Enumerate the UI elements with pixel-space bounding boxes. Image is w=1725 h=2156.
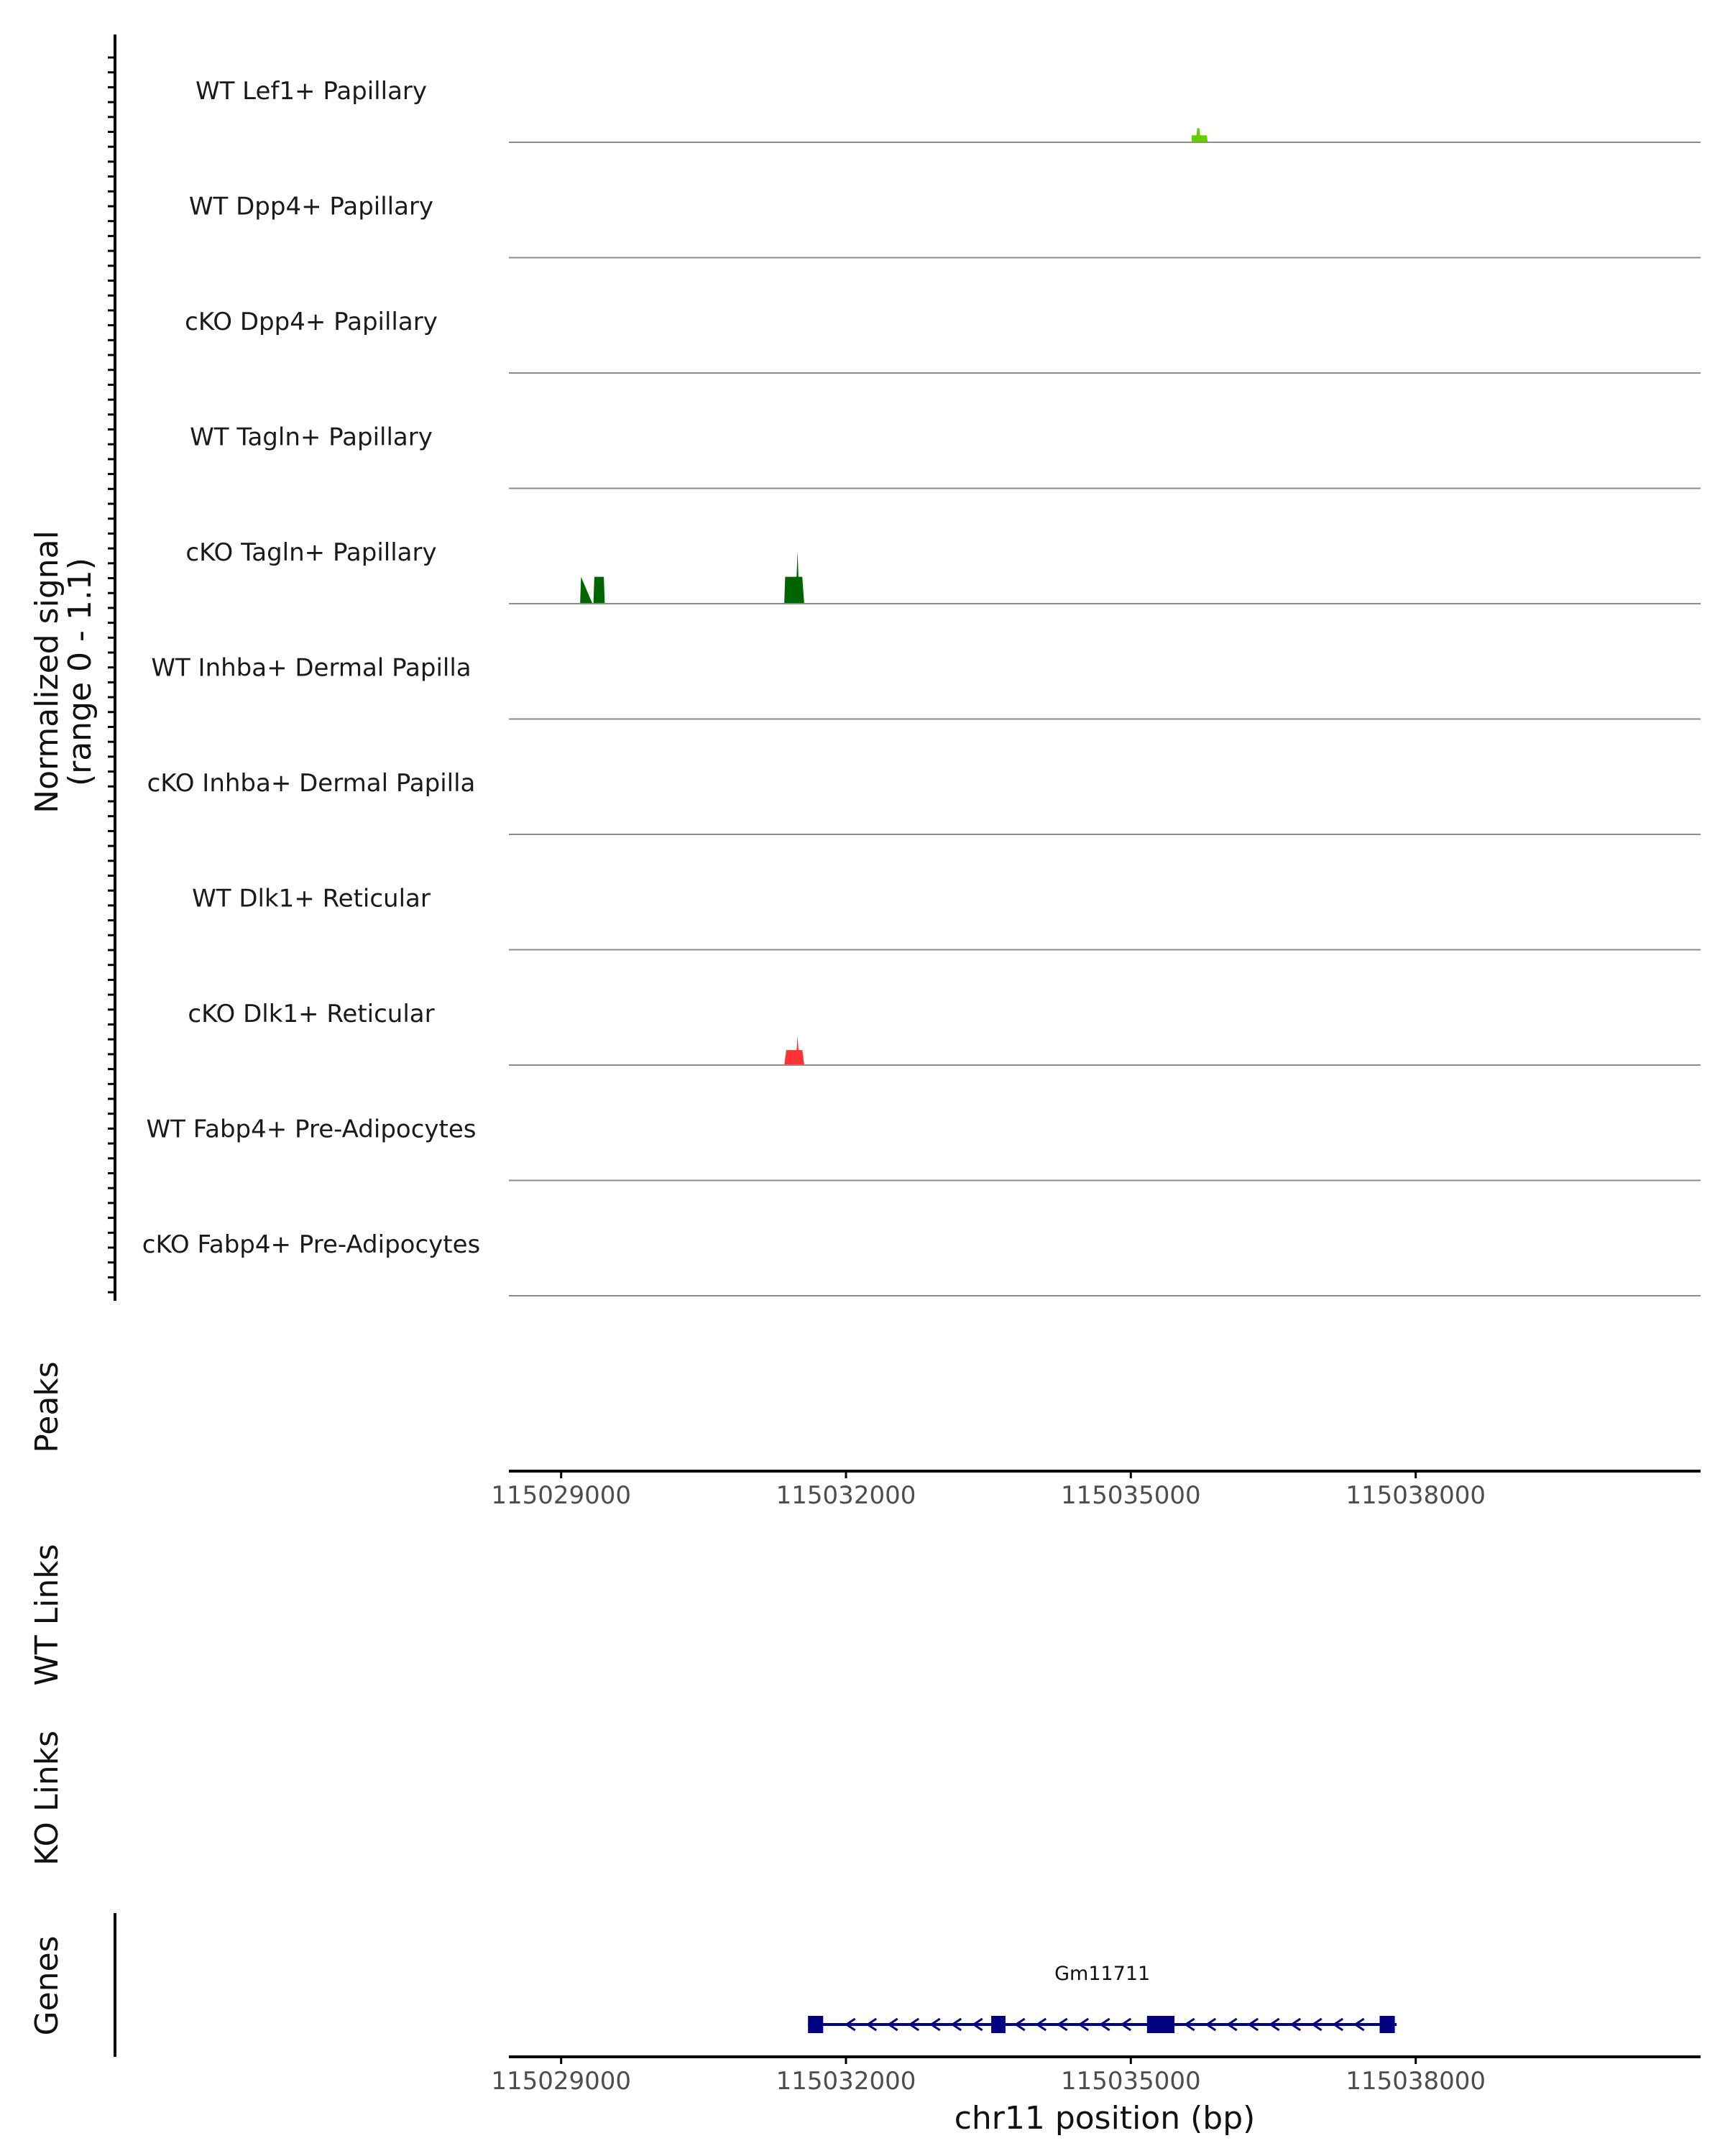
peaks-x-tick-label: 115032000 bbox=[776, 1481, 916, 1510]
coverage-track: cKO Inhba+ Dermal Papilla bbox=[147, 769, 1701, 835]
track-label: cKO Tagln+ Papillary bbox=[185, 538, 436, 567]
genes-panel: Genes Gm11711 115029000 115032000 11503500… bbox=[29, 1913, 1701, 2137]
track-label: cKO Inhba+ Dermal Papilla bbox=[147, 769, 476, 798]
strand-arrow bbox=[1035, 2017, 1047, 2032]
track-label: WT Dlk1+ Reticular bbox=[192, 885, 431, 913]
gene-track: Gm11711 bbox=[808, 1963, 1397, 2033]
strand-arrow bbox=[865, 2017, 878, 2032]
coverage-signal bbox=[1191, 128, 1208, 142]
strand-arrow bbox=[1247, 2017, 1259, 2032]
track-label: WT Lef1+ Papillary bbox=[196, 77, 427, 106]
strand-arrow bbox=[844, 2017, 856, 2032]
strand-arrow bbox=[1205, 2017, 1217, 2032]
gene-name-label: Gm11711 bbox=[1054, 1963, 1150, 1985]
coverage-track: WT Fabp4+ Pre-Adipocytes bbox=[147, 1115, 1701, 1181]
strand-arrow bbox=[1289, 2017, 1302, 2032]
genes-panel-title: Genes bbox=[29, 1935, 65, 2035]
gene-exon bbox=[1146, 2016, 1175, 2033]
coverage-signal bbox=[784, 1035, 804, 1065]
strand-arrow bbox=[929, 2017, 941, 2032]
coverage-track: cKO Dlk1+ Reticular bbox=[188, 1000, 1701, 1066]
track-label: cKO Dlk1+ Reticular bbox=[188, 1000, 434, 1028]
coverage-signal bbox=[578, 550, 804, 604]
genes-x-ticks: 115029000 115032000 115035000 115038000 bbox=[491, 2057, 1486, 2096]
coverage-track: WT Dlk1+ Reticular bbox=[192, 885, 1701, 951]
gene-exon bbox=[1379, 2016, 1395, 2033]
x-axis-title: chr11 position (bp) bbox=[954, 2100, 1256, 2137]
coverage-tracks: WT Lef1+ Papillary WT Dpp4+ Papillary cKO … bbox=[142, 77, 1701, 1296]
coverage-track: WT Tagln+ Papillary bbox=[190, 423, 1701, 489]
coverage-track: cKO Dpp4+ Papillary bbox=[185, 308, 1701, 374]
ko-links-panel-title: KO Links bbox=[29, 1731, 65, 1866]
strand-arrow bbox=[908, 2017, 920, 2032]
coverage-y-axis-range: (range 0 - 1.1) bbox=[62, 558, 98, 786]
peaks-x-tick-label: 115038000 bbox=[1346, 1481, 1486, 1510]
strand-arrow bbox=[1353, 2017, 1365, 2032]
strand-arrow bbox=[1225, 2017, 1238, 2032]
peaks-x-tick-label: 115029000 bbox=[491, 1481, 631, 1510]
peaks-x-tick-label: 115035000 bbox=[1061, 1481, 1201, 1510]
coverage-y-ticks bbox=[108, 56, 115, 1294]
genes-x-tick-label: 115035000 bbox=[1061, 2067, 1201, 2096]
strand-arrow bbox=[886, 2017, 898, 2032]
strand-arrow bbox=[1077, 2017, 1090, 2032]
strand-arrow bbox=[971, 2017, 983, 2032]
track-label: WT Dpp4+ Papillary bbox=[189, 193, 433, 221]
strand-arrow bbox=[1120, 2017, 1132, 2032]
track-label: WT Fabp4+ Pre-Adipocytes bbox=[147, 1115, 477, 1144]
coverage-track: cKO Fabp4+ Pre-Adipocytes bbox=[142, 1230, 1701, 1296]
coverage-track: WT Dpp4+ Papillary bbox=[189, 193, 1701, 259]
track-label: cKO Dpp4+ Papillary bbox=[185, 308, 438, 336]
peaks-panel: Peaks 115029000 115032000 115035000 1150380… bbox=[29, 1361, 1701, 1510]
wt-links-panel-title: WT Links bbox=[29, 1544, 65, 1685]
strand-arrow bbox=[1268, 2017, 1280, 2032]
strand-arrow bbox=[1332, 2017, 1344, 2032]
strand-arrow bbox=[950, 2017, 962, 2032]
strand-arrow bbox=[1013, 2017, 1026, 2032]
track-label: cKO Fabp4+ Pre-Adipocytes bbox=[142, 1230, 481, 1259]
coverage-track: cKO Tagln+ Papillary bbox=[185, 538, 1701, 604]
peaks-panel-title: Peaks bbox=[29, 1361, 65, 1452]
track-label: WT Inhba+ Dermal Papilla bbox=[151, 654, 471, 683]
strand-arrow bbox=[1056, 2017, 1068, 2032]
links-panel: WT Links KO Links bbox=[29, 1544, 65, 1866]
coverage-track: WT Lef1+ Papillary bbox=[196, 77, 1701, 143]
gene-exon bbox=[808, 2016, 824, 2033]
genes-x-tick-label: 115038000 bbox=[1346, 2067, 1486, 2096]
gene-exon bbox=[991, 2016, 1006, 2033]
coverage-track: WT Inhba+ Dermal Papilla bbox=[151, 654, 1701, 720]
genes-x-tick-label: 115032000 bbox=[776, 2067, 916, 2096]
strand-arrow bbox=[1098, 2017, 1110, 2032]
strand-arrow bbox=[1183, 2017, 1195, 2032]
coverage-panel: WT Lef1+ Papillary WT Dpp4+ Papillary cKO … bbox=[29, 34, 1701, 1301]
coverage-y-axis-title: Normalized signal bbox=[29, 530, 65, 814]
track-label: WT Tagln+ Papillary bbox=[190, 423, 433, 452]
peaks-x-ticks: 115029000 115032000 115035000 115038000 bbox=[491, 1471, 1486, 1510]
strand-arrow bbox=[1310, 2017, 1322, 2032]
genes-x-tick-label: 115029000 bbox=[491, 2067, 631, 2096]
gene-model: Gm11711 bbox=[808, 1963, 1397, 2033]
